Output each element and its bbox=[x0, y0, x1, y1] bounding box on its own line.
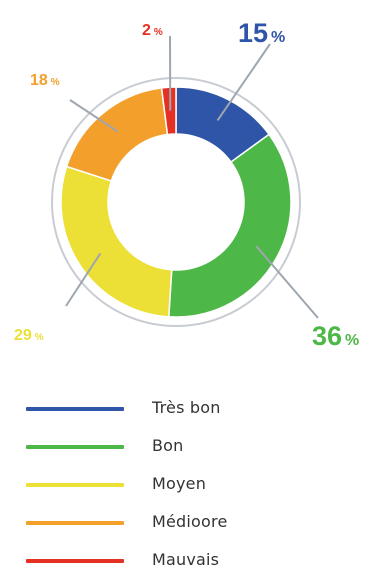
legend-label-mauvais: Mauvais bbox=[152, 550, 219, 569]
legend-label-moyen: Moyen bbox=[152, 474, 206, 493]
legend-swatch-bon bbox=[26, 445, 124, 449]
data-label-value-tres-bon: 15 bbox=[238, 18, 268, 48]
donut-chart: 15%36%29%18%2% Très bon Bon Moyen Médioo… bbox=[0, 0, 385, 567]
legend-swatch-tres-bon bbox=[26, 407, 124, 411]
donut-slice-moyen bbox=[61, 166, 172, 316]
legend-swatch-mauvais bbox=[26, 559, 124, 563]
donut-slice-mediocre bbox=[67, 88, 168, 181]
data-label-bon: 36% bbox=[312, 321, 359, 351]
data-label-unit-moyen: % bbox=[35, 332, 44, 343]
legend-label-mediocre: Médioore bbox=[152, 512, 228, 531]
legend-item-mediocre: Médioore bbox=[26, 508, 366, 546]
data-label-tres-bon: 15% bbox=[238, 18, 285, 48]
legend-item-moyen: Moyen bbox=[26, 470, 366, 508]
data-label-value-bon: 36 bbox=[312, 321, 342, 351]
data-label-value-mauvais: 2 bbox=[142, 22, 151, 39]
legend-item-mauvais: Mauvais bbox=[26, 546, 366, 584]
data-label-mediocre: 18% bbox=[30, 72, 60, 89]
legend-label-bon: Bon bbox=[152, 436, 184, 455]
data-label-mauvais: 2% bbox=[142, 22, 163, 39]
data-label-unit-bon: % bbox=[345, 332, 359, 349]
data-label-unit-mauvais: % bbox=[154, 27, 163, 38]
legend-swatch-moyen bbox=[26, 483, 124, 487]
chart-legend: Très bon Bon Moyen Médioore Mauvais bbox=[26, 394, 366, 584]
legend-label-tres-bon: Très bon bbox=[152, 398, 221, 417]
data-label-value-moyen: 29 bbox=[14, 327, 32, 344]
legend-item-bon: Bon bbox=[26, 432, 366, 470]
legend-swatch-mediocre bbox=[26, 521, 124, 525]
data-label-moyen: 29% bbox=[14, 327, 44, 344]
donut-slice-bon bbox=[169, 134, 291, 317]
donut-chart-svg: 15%36%29%18%2% bbox=[0, 0, 385, 380]
legend-item-tres-bon: Très bon bbox=[26, 394, 366, 432]
data-label-value-mediocre: 18 bbox=[30, 72, 48, 89]
data-label-unit-tres-bon: % bbox=[271, 29, 285, 46]
data-label-unit-mediocre: % bbox=[51, 77, 60, 88]
